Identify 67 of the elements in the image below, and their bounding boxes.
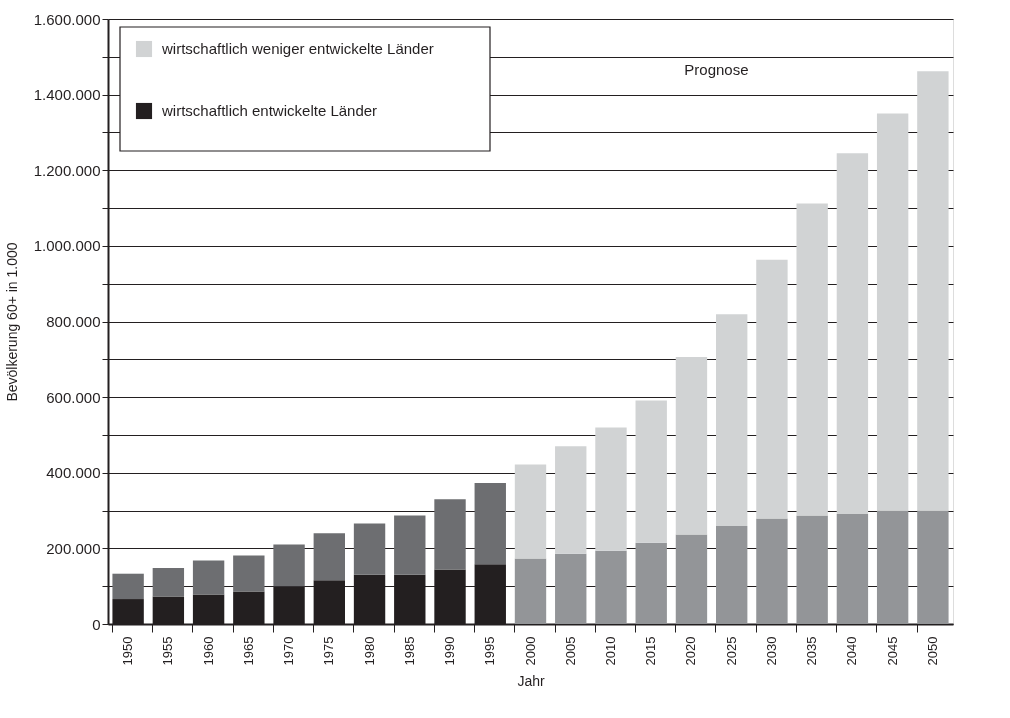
x-tick-label: 2050 <box>924 636 940 666</box>
bar <box>273 544 305 587</box>
x-axis-title: Jahr <box>517 673 545 690</box>
y-tick-label: 400.000 <box>46 464 101 482</box>
x-tick-label: 1960 <box>200 636 216 666</box>
y-axis-title: Bevölkerung 60+ in 1.000 <box>3 242 20 402</box>
bar <box>796 515 828 624</box>
bar <box>514 464 547 559</box>
x-tick-label: 1975 <box>321 636 337 666</box>
x-tick-label: 1990 <box>442 636 458 666</box>
bar <box>635 542 667 624</box>
bar <box>394 515 426 575</box>
bar <box>555 446 587 554</box>
y-tick-label: 1.200.000 <box>33 161 101 179</box>
bar <box>675 357 708 535</box>
bar <box>555 553 587 624</box>
annotation: Prognose <box>684 61 749 79</box>
x-tick-label: 2000 <box>522 636 538 666</box>
x-tick-label: 2015 <box>643 636 659 666</box>
x-tick-label: 2035 <box>804 636 820 666</box>
y-tick-label: 1.400.000 <box>33 86 101 104</box>
bar <box>716 526 748 624</box>
bar <box>514 558 547 624</box>
bar <box>836 153 869 514</box>
bar <box>796 203 828 516</box>
x-tick-label: 1965 <box>240 636 256 666</box>
bar <box>434 499 466 570</box>
y-tick-label: 0 <box>92 615 101 633</box>
bar <box>675 534 708 624</box>
x-tick-label: 1980 <box>361 636 377 666</box>
bar <box>876 113 909 511</box>
bar <box>152 568 185 597</box>
bar <box>917 71 949 511</box>
legend-label: wirtschaftlich entwickelte Länder <box>161 102 378 119</box>
x-tick-label: 2010 <box>602 636 618 666</box>
x-tick-label: 2030 <box>763 636 779 666</box>
bar <box>233 555 265 592</box>
bar <box>595 427 627 551</box>
x-tick-label: 2005 <box>562 636 578 666</box>
y-tick-label: 600.000 <box>46 388 101 406</box>
bar <box>313 533 345 581</box>
y-tick-label: 1.600.000 <box>33 10 101 28</box>
x-tick-label: 1970 <box>281 636 297 666</box>
bar <box>635 400 667 543</box>
x-tick-label: 1955 <box>160 636 176 666</box>
y-tick-label: 1.000.000 <box>33 237 101 255</box>
x-tick-label: 2045 <box>884 636 900 666</box>
bar <box>192 560 225 595</box>
bar <box>756 259 788 519</box>
x-tick-label: 2040 <box>844 636 860 666</box>
x-tick-label: 1995 <box>482 636 498 666</box>
bar <box>716 314 748 527</box>
x-tick-label: 2025 <box>723 636 739 666</box>
bar <box>474 482 506 565</box>
bar <box>917 510 949 624</box>
bar <box>756 518 788 624</box>
bar <box>353 523 386 575</box>
bar <box>595 550 627 624</box>
x-tick-label: 1985 <box>401 636 417 666</box>
x-tick-label: 2020 <box>683 636 699 666</box>
bar <box>836 513 869 624</box>
bar <box>876 510 909 624</box>
x-tick-label: 1950 <box>120 636 136 666</box>
y-tick-label: 800.000 <box>46 313 101 330</box>
legend-label: wirtschaftlich weniger entwickelte Länder <box>161 40 434 57</box>
bar <box>112 573 144 600</box>
y-tick-label: 200.000 <box>46 539 101 557</box>
